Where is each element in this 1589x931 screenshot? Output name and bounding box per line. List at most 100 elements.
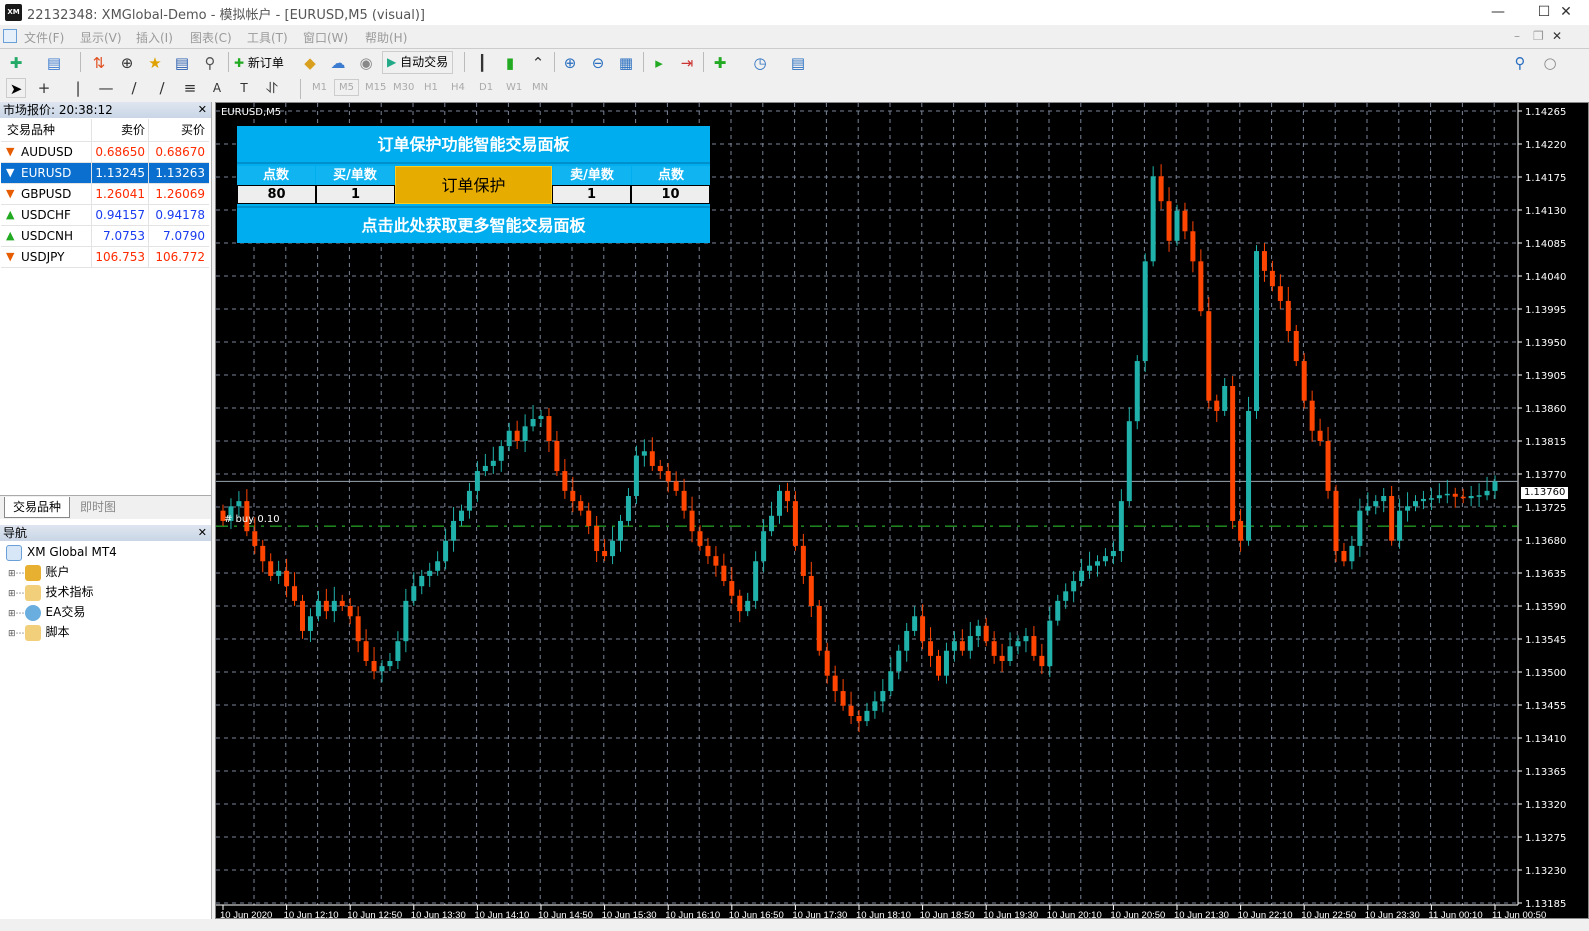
strategy-tester-icon[interactable]: ⚲ [204,54,216,72]
close-button[interactable]: ✕ [1560,4,1572,20]
timeframe-m30[interactable]: M30 [393,82,415,93]
zoom-out-icon[interactable]: ⊖ [591,54,605,72]
nav-item-scripts[interactable]: ⊞⋯ 脚本 [8,622,70,642]
tree-expand-icon[interactable]: ⊞⋯ [8,569,25,579]
search-icon[interactable]: ⚲ [1514,54,1526,72]
terminal-icon[interactable]: ▤ [174,54,190,72]
candle-bull [872,701,878,711]
candle-bull [1397,510,1403,541]
market-watch-close-icon[interactable]: ✕ [197,103,207,116]
candlestick-chart[interactable]: 1.14265 1.14220 1.14175 1.14130 1.14085 1.140… [216,103,1589,920]
periods-clock-icon[interactable]: ◷ [753,54,767,72]
new-order-button[interactable]: ✚ 新订单 [234,53,284,73]
trendline-icon[interactable]: ∕ [131,79,137,97]
timeframe-m5[interactable]: M5 [334,79,359,96]
vertical-line-icon[interactable]: | [75,79,81,97]
candle-bull [403,600,409,642]
candle-bear [300,600,305,631]
text-icon[interactable]: A [212,81,222,95]
candle-bull [395,641,401,661]
menu-view[interactable]: 显示(V) [80,31,122,45]
tree-expand-icon[interactable]: ⊞⋯ [8,629,25,639]
price-tick-label: 1.14265 [1525,107,1566,118]
crosshair-icon[interactable]: + [37,79,51,97]
candle-bull [864,710,870,722]
tile-windows-icon[interactable]: ▦ [618,54,634,72]
metaeditor-icon[interactable]: ◆ [304,54,316,72]
candle-bear [936,655,941,676]
points-input-right[interactable]: 10 [631,185,710,204]
nav-root[interactable]: XM Global MT4 [6,542,117,562]
navigator-close-icon[interactable]: ✕ [197,526,207,539]
fibonacci-icon[interactable]: ≡ [183,79,197,97]
tree-expand-icon[interactable]: ⊞⋯ [8,609,25,619]
data-window-crosshair-icon[interactable]: ⊕ [120,54,134,72]
market-watch-row[interactable]: ▼ EURUSD 1.13245 1.13263 [1,163,209,184]
arrows-icon[interactable]: ⥯ [266,79,278,97]
auto-scroll-icon[interactable]: ▸ [655,54,663,72]
line-chart-icon[interactable]: ⌃ [531,54,545,72]
menu-window[interactable]: 窗口(W) [303,31,349,45]
sell-lots-input[interactable]: 1 [552,185,631,204]
mdi-restore-button[interactable]: ❐ [1533,29,1544,43]
time-tick-label: 11 Jun 00:10 [1428,910,1482,920]
mdi-close-button[interactable]: ✕ [1552,29,1563,43]
timeframe-m15[interactable]: M15 [365,82,387,93]
indicators-icon[interactable]: ✚ [713,54,727,72]
market-watch-row[interactable]: ▲ USDCNH 7.0753 7.0790 [1,226,209,247]
candlestick-chart-icon[interactable]: ▮ [505,54,515,72]
nav-item-accounts[interactable]: ⊞⋯ 账户 [8,562,70,582]
buy-lots-input[interactable]: 1 [316,185,395,204]
market-watch-row[interactable]: ▼ GBPUSD 1.26041 1.26069 [1,184,209,205]
menu-help[interactable]: 帮助(H) [365,31,408,45]
timeframe-m1[interactable]: M1 [312,82,327,93]
profiles-icon[interactable]: ▤ [46,54,62,72]
points-input-left[interactable]: 80 [237,185,316,204]
nav-item-indicators[interactable]: ⊞⋯ 技术指标 [8,582,94,602]
tab-tick-chart[interactable]: 即时图 [80,500,117,514]
candle-bear [737,595,743,612]
menu-charts[interactable]: 图表(C) [190,31,232,45]
column-ask[interactable]: 买价 [148,119,209,141]
chart-shift-icon[interactable]: ⇥ [680,54,694,72]
timeframe-w1[interactable]: W1 [506,82,523,93]
timeframe-h1[interactable]: H1 [424,82,438,93]
timeframe-d1[interactable]: D1 [479,82,494,93]
auto-trading-button[interactable]: ▶ 自动交易 [382,51,454,74]
new-chart-icon[interactable]: ✚ [9,54,23,72]
market-watch-row[interactable]: ▼ AUDUSD 0.68650 0.68670 [1,142,209,163]
zoom-in-icon[interactable]: ⊕ [563,54,577,72]
more-panels-link[interactable]: 点击此处获取更多智能交易面板 [237,206,710,243]
nav-item-label: 技术指标 [45,585,94,599]
market-watch-row[interactable]: ▼ USDJPY 106.753 106.772 [1,247,209,268]
nav-item-experts[interactable]: ⊞⋯ EA交易 [8,602,85,622]
candle-bull [474,471,480,491]
tab-symbols[interactable]: 交易品种 [4,497,71,518]
templates-icon[interactable]: ▤ [790,54,806,72]
timeframe-h4[interactable]: H4 [451,82,465,93]
column-symbol[interactable]: 交易品种 [7,123,56,137]
bar-chart-icon[interactable]: ┃ [477,54,487,72]
equidistant-channel-icon[interactable]: ∕ [159,79,165,97]
market-icon[interactable]: ◉ [359,54,373,72]
horizontal-line-icon[interactable]: — [98,79,114,97]
menu-insert[interactable]: 插入(I) [136,31,173,45]
market-watch-row[interactable]: ▲ USDCHF 0.94157 0.94178 [1,205,209,226]
mdi-minimize-button[interactable]: – [1514,29,1520,43]
text-label-icon[interactable]: T [240,81,248,95]
menu-tools[interactable]: 工具(T) [247,31,288,45]
menu-file[interactable]: 文件(F) [24,31,65,45]
chat-icon[interactable]: ○ [1543,54,1557,72]
signals-icon[interactable]: ☁ [330,54,346,72]
minimize-button[interactable]: — [1491,4,1505,20]
maximize-button[interactable]: ☐ [1537,4,1551,20]
tree-expand-icon[interactable]: ⊞⋯ [8,589,25,599]
column-bid[interactable]: 卖价 [91,119,147,141]
market-watch-icon[interactable]: ⇅ [92,54,106,72]
timeframe-mn[interactable]: MN [532,82,549,93]
order-protect-button[interactable]: 订单保护 [395,166,552,204]
cursor-icon[interactable]: ➤ [6,78,26,98]
navigator-icon[interactable]: ★ [148,54,162,72]
price-tick-label: 1.13950 [1525,338,1566,349]
symbol: USDJPY [21,250,65,264]
